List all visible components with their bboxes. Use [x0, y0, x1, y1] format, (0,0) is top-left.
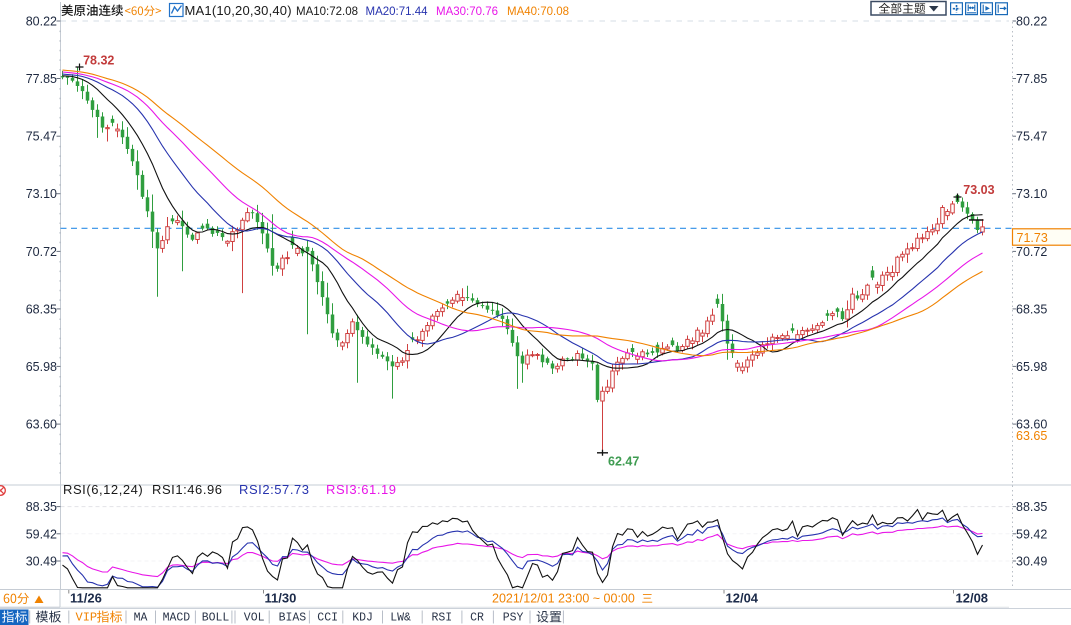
svg-text:77.85: 77.85: [1016, 72, 1047, 86]
svg-text:68.35: 68.35: [26, 302, 57, 316]
svg-text:11/26: 11/26: [70, 591, 102, 606]
svg-text:75.47: 75.47: [26, 130, 57, 144]
svg-text:78.32: 78.32: [83, 54, 114, 68]
svg-text:12/08: 12/08: [956, 591, 989, 606]
svg-text:VOL: VOL: [244, 612, 265, 625]
svg-text:65.98: 65.98: [26, 360, 57, 374]
svg-text:RSI2:57.73: RSI2:57.73: [239, 482, 310, 497]
svg-text:73.10: 73.10: [1016, 187, 1047, 201]
svg-text:80.22: 80.22: [26, 15, 57, 29]
svg-text:CR: CR: [470, 612, 484, 625]
svg-text:RSI1:46.96: RSI1:46.96: [152, 482, 223, 497]
svg-text:75.47: 75.47: [1016, 130, 1047, 144]
svg-text:CCI: CCI: [317, 612, 338, 625]
svg-text:73.10: 73.10: [26, 187, 57, 201]
svg-text:30.49: 30.49: [1016, 555, 1047, 569]
svg-text:MACD: MACD: [163, 612, 191, 625]
svg-text:MA40:70.08: MA40:70.08: [507, 6, 569, 18]
svg-text:2021/12/01 23:00 ~ 00:00: 2021/12/01 23:00 ~ 00:00: [492, 592, 635, 606]
svg-text:62.47: 62.47: [608, 455, 639, 469]
svg-text:63.65: 63.65: [1016, 429, 1047, 443]
svg-text:70.72: 70.72: [1016, 245, 1047, 259]
svg-text:BIAS: BIAS: [279, 612, 307, 625]
svg-text:KDJ: KDJ: [352, 612, 373, 625]
svg-text:68.35: 68.35: [1016, 302, 1047, 316]
svg-text:MA30:70.76: MA30:70.76: [436, 6, 498, 18]
svg-text:63.60: 63.60: [26, 418, 57, 432]
svg-text:88.35: 88.35: [1016, 500, 1047, 514]
svg-text:MA20:71.44: MA20:71.44: [366, 6, 429, 18]
svg-text:RSI: RSI: [432, 612, 453, 625]
svg-text:12/04: 12/04: [726, 591, 759, 606]
svg-text:11/30: 11/30: [265, 591, 297, 606]
svg-text:63.60: 63.60: [1016, 418, 1047, 432]
svg-text:PSY: PSY: [503, 612, 524, 625]
svg-text:BOLL: BOLL: [202, 612, 230, 625]
svg-text:MA10:72.08: MA10:72.08: [296, 6, 358, 18]
svg-text:80.22: 80.22: [1016, 15, 1047, 29]
svg-text:RSI3:61.19: RSI3:61.19: [326, 482, 397, 497]
svg-text:VIP: VIP: [76, 611, 98, 625]
svg-text:88.35: 88.35: [26, 500, 57, 514]
svg-text:71.73: 71.73: [1017, 231, 1048, 245]
svg-text:59.42: 59.42: [1016, 527, 1047, 541]
svg-text:RSI(6,12,24): RSI(6,12,24): [63, 482, 143, 497]
svg-text:MA: MA: [134, 612, 148, 625]
svg-text:73.03: 73.03: [963, 183, 994, 197]
svg-text:70.72: 70.72: [26, 245, 57, 259]
svg-text:65.98: 65.98: [1016, 360, 1047, 374]
svg-text:LW&: LW&: [390, 612, 411, 625]
svg-text:MA1(10,20,30,40): MA1(10,20,30,40): [185, 3, 292, 18]
svg-text:77.85: 77.85: [26, 72, 57, 86]
svg-text:30.49: 30.49: [26, 555, 57, 569]
svg-text:59.42: 59.42: [26, 527, 57, 541]
